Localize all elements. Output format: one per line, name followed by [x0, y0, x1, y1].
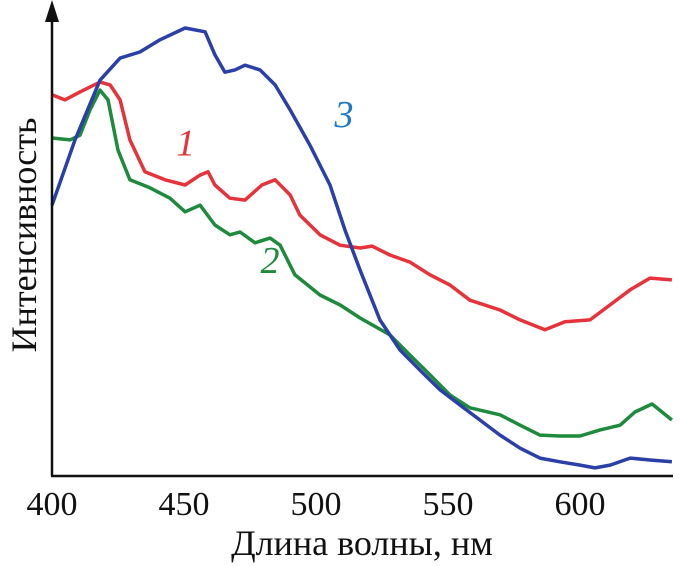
series-label-3: 3: [333, 94, 353, 136]
series-line-2: [51, 88, 673, 438]
series-layer: [50, 26, 673, 470]
y-axis-label: Интенсивность: [4, 118, 44, 353]
series-labels: 1 2 3: [176, 94, 353, 282]
x-tick-label: 600: [555, 486, 606, 523]
x-tick-label: 550: [423, 486, 474, 523]
x-tick-label: 450: [159, 486, 210, 523]
x-tick-label: 500: [291, 486, 342, 523]
series-label-1: 1: [176, 122, 195, 164]
x-tick-label: 400: [27, 486, 78, 523]
series-line-1: [51, 80, 673, 332]
x-ticks: 400 450 500 550 600: [27, 486, 606, 523]
series-label-2: 2: [261, 240, 280, 282]
series-line-3: [50, 26, 673, 470]
y-axis-arrow-icon: [45, 0, 59, 22]
x-axis-label: Длина волны, нм: [231, 523, 493, 563]
